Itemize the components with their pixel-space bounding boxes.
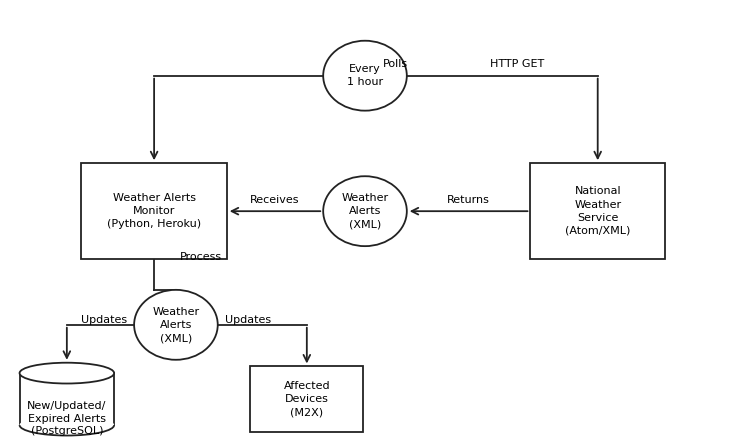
Text: Updates: Updates [225, 316, 271, 325]
Ellipse shape [20, 415, 114, 435]
Ellipse shape [134, 290, 218, 360]
Text: New/Updated/
Expired Alerts
(PostgreSQL): New/Updated/ Expired Alerts (PostgreSQL) [27, 401, 107, 436]
Text: Returns: Returns [447, 194, 490, 205]
Text: Weather
Alerts
(XML): Weather Alerts (XML) [342, 193, 388, 229]
Ellipse shape [20, 363, 114, 384]
Text: Weather Alerts
Monitor
(Python, Heroku): Weather Alerts Monitor (Python, Heroku) [107, 193, 201, 229]
Bar [20, 373, 114, 425]
FancyBboxPatch shape [250, 366, 364, 432]
Text: HTTP GET: HTTP GET [490, 59, 544, 69]
Text: Process: Process [180, 252, 222, 262]
FancyBboxPatch shape [531, 163, 665, 259]
Text: National
Weather
Service
(Atom/XML): National Weather Service (Atom/XML) [565, 187, 631, 236]
Text: Affected
Devices
(M2X): Affected Devices (M2X) [283, 381, 330, 417]
Text: Receives: Receives [250, 194, 300, 205]
Text: Weather
Alerts
(XML): Weather Alerts (XML) [153, 307, 199, 343]
Ellipse shape [323, 176, 407, 246]
Text: Every
1 hour: Every 1 hour [347, 64, 383, 87]
FancyBboxPatch shape [81, 163, 227, 259]
Text: Polls: Polls [383, 59, 409, 69]
Ellipse shape [323, 41, 407, 110]
Text: Updates: Updates [81, 316, 127, 325]
